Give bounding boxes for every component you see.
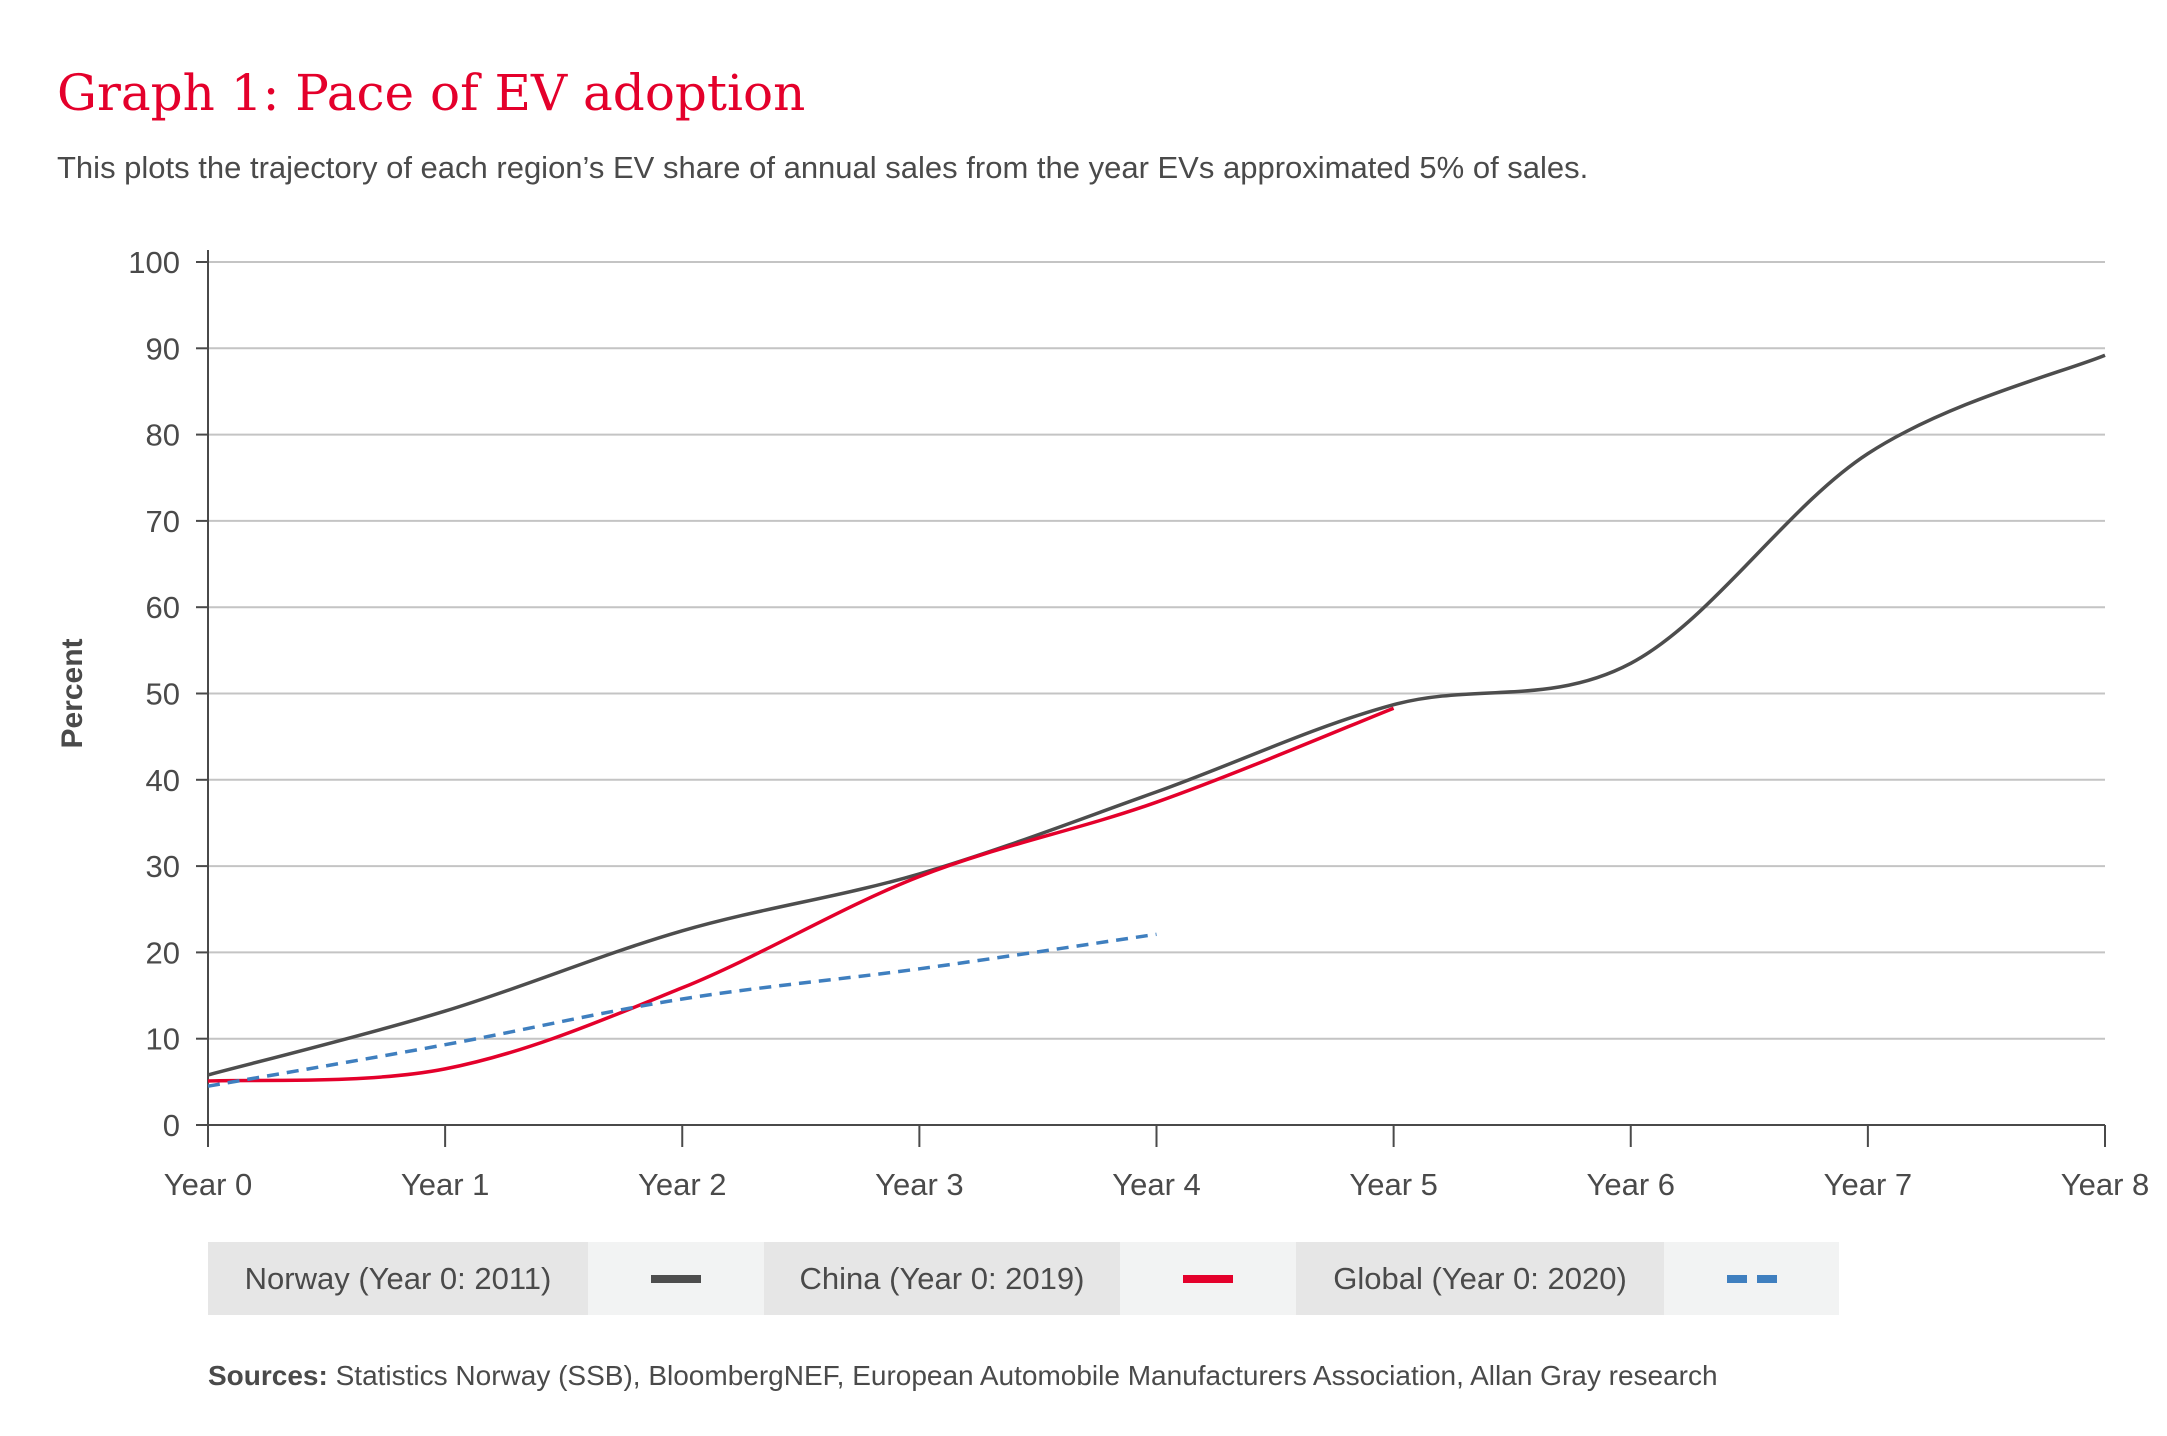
x-tick-label: Year 5 [1349, 1167, 1438, 1202]
legend-swatch-china [1120, 1242, 1296, 1315]
x-tick-label: Year 2 [638, 1167, 727, 1202]
sources-text: Statistics Norway (SSB), BloombergNEF, E… [327, 1360, 1718, 1391]
chart-legend: Norway (Year 0: 2011) China (Year 0: 201… [208, 1242, 1839, 1315]
y-tick-label: 100 [128, 245, 180, 280]
y-tick-label: 70 [146, 504, 180, 539]
x-tick-label: Year 1 [401, 1167, 490, 1202]
series-line-china [207, 706, 1395, 1083]
x-tick-label: Year 0 [164, 1167, 253, 1202]
legend-label-norway: Norway (Year 0: 2011) [208, 1242, 588, 1315]
y-tick-label: 30 [146, 849, 180, 884]
y-axis-label: Percent [56, 638, 89, 748]
sources-note: Sources: Statistics Norway (SSB), Bloomb… [208, 1360, 1718, 1392]
sources-label: Sources: [208, 1360, 328, 1391]
chart-subtitle: This plots the trajectory of each region… [57, 150, 1589, 185]
legend-swatch-global [1664, 1242, 1839, 1315]
x-tick-label: Year 6 [1587, 1167, 1676, 1202]
chart-title: Graph 1: Pace of EV adoption [57, 64, 806, 122]
series-line-norway [207, 353, 2106, 1077]
x-tick-label: Year 4 [1112, 1167, 1201, 1202]
x-tick-label: Year 7 [1824, 1167, 1913, 1202]
legend-line-norway [651, 1274, 701, 1283]
x-tick-label: Year 3 [875, 1167, 964, 1202]
legend-label-china: China (Year 0: 2019) [764, 1242, 1120, 1315]
y-tick-label: 60 [146, 590, 180, 625]
x-tick-label: Year 8 [2061, 1167, 2150, 1202]
y-tick-label: 80 [146, 418, 180, 453]
legend-line-china [1183, 1274, 1233, 1283]
y-tick-label: 90 [146, 331, 180, 366]
y-tick-label: 10 [146, 1022, 180, 1057]
legend-line-global [1726, 1274, 1777, 1283]
legend-label-global: Global (Year 0: 2020) [1296, 1242, 1664, 1315]
y-tick-label: 0 [163, 1108, 180, 1143]
y-tick-label: 40 [146, 763, 180, 798]
y-tick-label: 20 [146, 935, 180, 970]
y-tick-label: 50 [146, 677, 180, 712]
line-chart: 0 10 20 30 40 50 60 70 80 90 100 Year 0 Year 1 Year 2… [56, 245, 2150, 1202]
legend-swatch-norway [588, 1242, 764, 1315]
series-line-global [207, 932, 1157, 1088]
